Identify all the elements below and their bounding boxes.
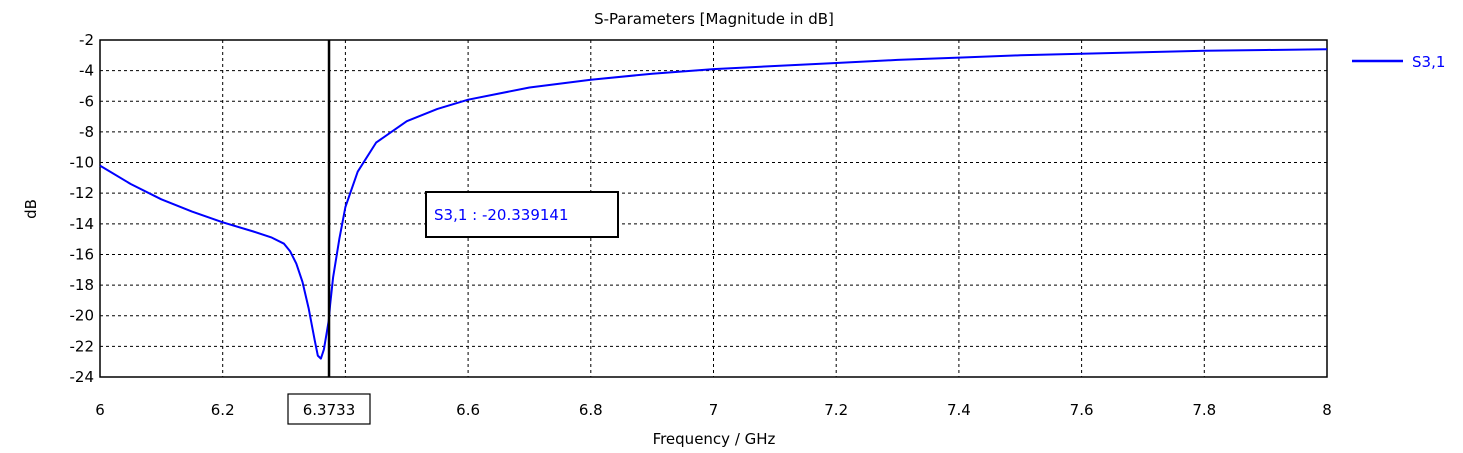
y-tick-label: -8 bbox=[79, 123, 94, 141]
x-tick-label: 8 bbox=[1322, 401, 1332, 419]
y-tick-label: -6 bbox=[79, 92, 94, 110]
x-axis-label: Frequency / GHz bbox=[653, 430, 776, 448]
y-tick-label: -24 bbox=[70, 368, 95, 386]
legend-label-s31: S3,1 bbox=[1412, 53, 1445, 71]
y-tick-label: -2 bbox=[79, 31, 94, 49]
grid-lines bbox=[100, 40, 1327, 377]
y-tick-label: -22 bbox=[70, 337, 95, 355]
marker-x-label-box[interactable]: 6.3733 bbox=[287, 393, 371, 425]
y-tick-label: -16 bbox=[70, 245, 95, 263]
y-tick-label: -10 bbox=[70, 154, 95, 172]
x-tick-label: 6.2 bbox=[211, 401, 235, 419]
y-tick-label: -4 bbox=[79, 62, 94, 80]
y-tick-label: -14 bbox=[70, 215, 95, 233]
marker-x-label: 6.3733 bbox=[303, 401, 356, 419]
chart-title: S-Parameters [Magnitude in dB] bbox=[594, 10, 834, 28]
tick-labels: 6 6.2 6.6 6.8 7 7.2 7.4 7.6 7.8 8 -2 -4 -6 -8 -10 -12 -1… bbox=[70, 31, 1332, 419]
y-tick-label: -18 bbox=[70, 276, 95, 294]
plot-area-border bbox=[99, 39, 1328, 378]
x-tick-label: 7.8 bbox=[1192, 401, 1216, 419]
marker-readout-box[interactable]: S3,1 : -20.339141 bbox=[425, 191, 619, 238]
x-tick-label: 6 bbox=[95, 401, 105, 419]
x-tick-label: 7.6 bbox=[1070, 401, 1094, 419]
y-tick-label: -20 bbox=[70, 307, 95, 325]
legend[interactable]: S3,1 bbox=[1352, 53, 1445, 71]
y-axis-label: dB bbox=[22, 199, 40, 219]
series-line-s31 bbox=[99, 48, 1328, 360]
x-tick-label: 7.4 bbox=[947, 401, 971, 419]
marker-readout-text: S3,1 : -20.339141 bbox=[434, 206, 569, 224]
x-tick-label: 6.8 bbox=[579, 401, 603, 419]
x-tick-label: 7 bbox=[709, 401, 719, 419]
series-layer bbox=[99, 48, 1328, 360]
x-tick-label: 6.6 bbox=[456, 401, 480, 419]
y-tick-label: -12 bbox=[70, 184, 95, 202]
x-tick-label: 7.2 bbox=[824, 401, 848, 419]
